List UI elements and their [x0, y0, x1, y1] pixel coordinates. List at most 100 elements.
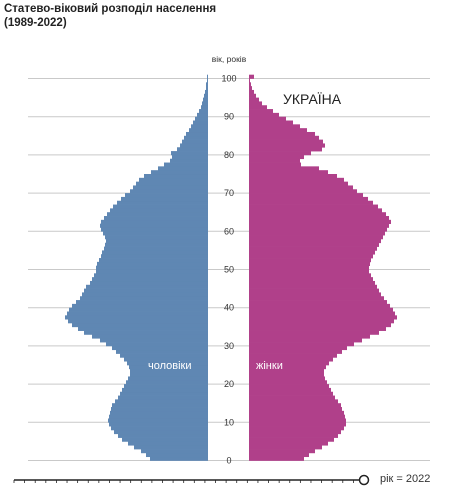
female-bar-age-81	[249, 147, 322, 152]
chart-title-line1: Статево-віковий розподіл населення	[4, 3, 217, 15]
age-tick-label: 10	[224, 417, 234, 427]
chart-title-line2: (1989-2022)	[4, 17, 67, 29]
male-bar-age-19	[124, 384, 208, 389]
age-tick-label: 40	[224, 303, 234, 313]
female-bar-age-77	[249, 162, 301, 167]
male-bar-age-61	[100, 223, 208, 228]
female-bar-age-53	[249, 254, 373, 259]
male-bar-age-2	[141, 449, 208, 454]
female-bar-age-86	[249, 128, 307, 133]
male-bar-age-47	[92, 277, 208, 282]
female-bar-age-35	[249, 322, 391, 328]
male-bar-age-10	[108, 418, 208, 423]
male-bar-age-77	[164, 162, 208, 167]
male-bar-age-94	[203, 97, 208, 102]
female-bar-age-74	[249, 174, 337, 179]
female-bar-age-85	[249, 131, 315, 137]
male-bar-age-39	[69, 307, 208, 312]
female-bar-age-22	[249, 372, 324, 377]
male-bar-age-27	[120, 353, 208, 358]
female-bar-age-48	[249, 273, 371, 278]
female-bar-age-50	[249, 265, 369, 270]
male-bar-age-100	[207, 74, 208, 79]
female-bar-age-66	[249, 204, 378, 209]
female-bar-age-92	[249, 105, 267, 110]
male-bar-age-89	[195, 116, 208, 121]
male-bar-age-76	[158, 166, 208, 171]
male-bar-age-8	[111, 426, 208, 431]
female-bar-age-69	[249, 193, 363, 198]
male-bar-age-60	[101, 227, 208, 232]
male-bar-age-66	[113, 204, 208, 209]
female-bar-age-4	[249, 441, 328, 446]
female-bar-age-25	[249, 361, 329, 366]
male-bar-age-88	[193, 120, 208, 125]
male-bar-age-79	[172, 154, 208, 160]
male-bar-age-18	[122, 387, 208, 393]
male-bar-age-33	[84, 330, 208, 335]
female-bar-age-12	[249, 410, 344, 416]
male-bar-age-64	[107, 212, 208, 217]
female-bar-age-72	[249, 181, 348, 186]
male-bar-age-37	[65, 315, 208, 320]
female-bar-age-91	[249, 109, 273, 114]
male-bar-age-97	[206, 86, 208, 91]
male-bar-age-20	[126, 380, 208, 385]
male-bar-age-52	[99, 258, 208, 263]
female-bar-age-46	[249, 280, 375, 286]
male-bar-age-70	[130, 189, 208, 194]
male-bar-age-96	[205, 89, 208, 95]
male-bar-age-45	[86, 284, 208, 289]
female-bar-age-73	[249, 177, 344, 182]
male-bar-age-50	[96, 265, 208, 270]
female-bar-age-1	[249, 452, 309, 458]
male-bar-age-48	[94, 273, 208, 278]
female-bar-age-28	[249, 349, 342, 354]
male-bar-age-28	[116, 349, 208, 354]
male-bar-age-13	[111, 407, 208, 412]
male-bar-age-38	[67, 311, 208, 316]
male-bar-age-15	[115, 399, 208, 404]
male-bar-age-23	[130, 368, 208, 373]
region-label: УКРАЇНА	[283, 91, 342, 107]
female-bar-age-57	[249, 238, 381, 244]
female-bar-age-71	[249, 185, 353, 190]
male-bars	[65, 74, 208, 461]
male-bar-age-46	[90, 280, 208, 286]
male-bar-age-22	[130, 372, 208, 377]
female-bar-age-20	[249, 380, 327, 385]
age-tick-label: 100	[221, 74, 236, 84]
female-bar-age-80	[249, 151, 311, 156]
male-bar-age-24	[129, 365, 208, 370]
female-bar-age-27	[249, 353, 337, 358]
male-bar-age-0	[150, 456, 208, 461]
female-bar-age-83	[249, 139, 323, 144]
female-bar-age-31	[249, 338, 362, 343]
age-tick-label: 60	[224, 226, 234, 236]
male-bar-age-65	[110, 208, 208, 213]
female-bar-age-6	[249, 433, 338, 438]
female-bar-age-98	[249, 82, 251, 87]
slider-handle[interactable]	[358, 474, 370, 486]
male-bar-age-84	[184, 135, 208, 140]
female-bar-age-67	[249, 200, 373, 205]
male-bar-age-85	[186, 131, 208, 137]
male-bar-age-41	[76, 300, 208, 305]
male-bar-age-54	[102, 250, 208, 255]
female-bar-age-36	[249, 319, 394, 324]
female-bar-age-87	[249, 124, 300, 129]
male-bar-age-55	[104, 246, 208, 251]
male-bar-age-81	[177, 147, 208, 152]
male-bar-age-32	[92, 334, 208, 339]
female-bar-age-9	[249, 422, 346, 427]
year-slider[interactable]	[13, 474, 370, 486]
male-bar-age-82	[180, 143, 208, 148]
male-bar-age-86	[189, 128, 208, 133]
male-bar-age-1	[146, 452, 208, 458]
female-bar-age-62	[249, 219, 391, 225]
male-bar-age-90	[197, 112, 208, 118]
male-bar-age-42	[80, 296, 208, 301]
male-bar-age-92	[201, 105, 208, 110]
male-bar-age-91	[199, 109, 208, 114]
